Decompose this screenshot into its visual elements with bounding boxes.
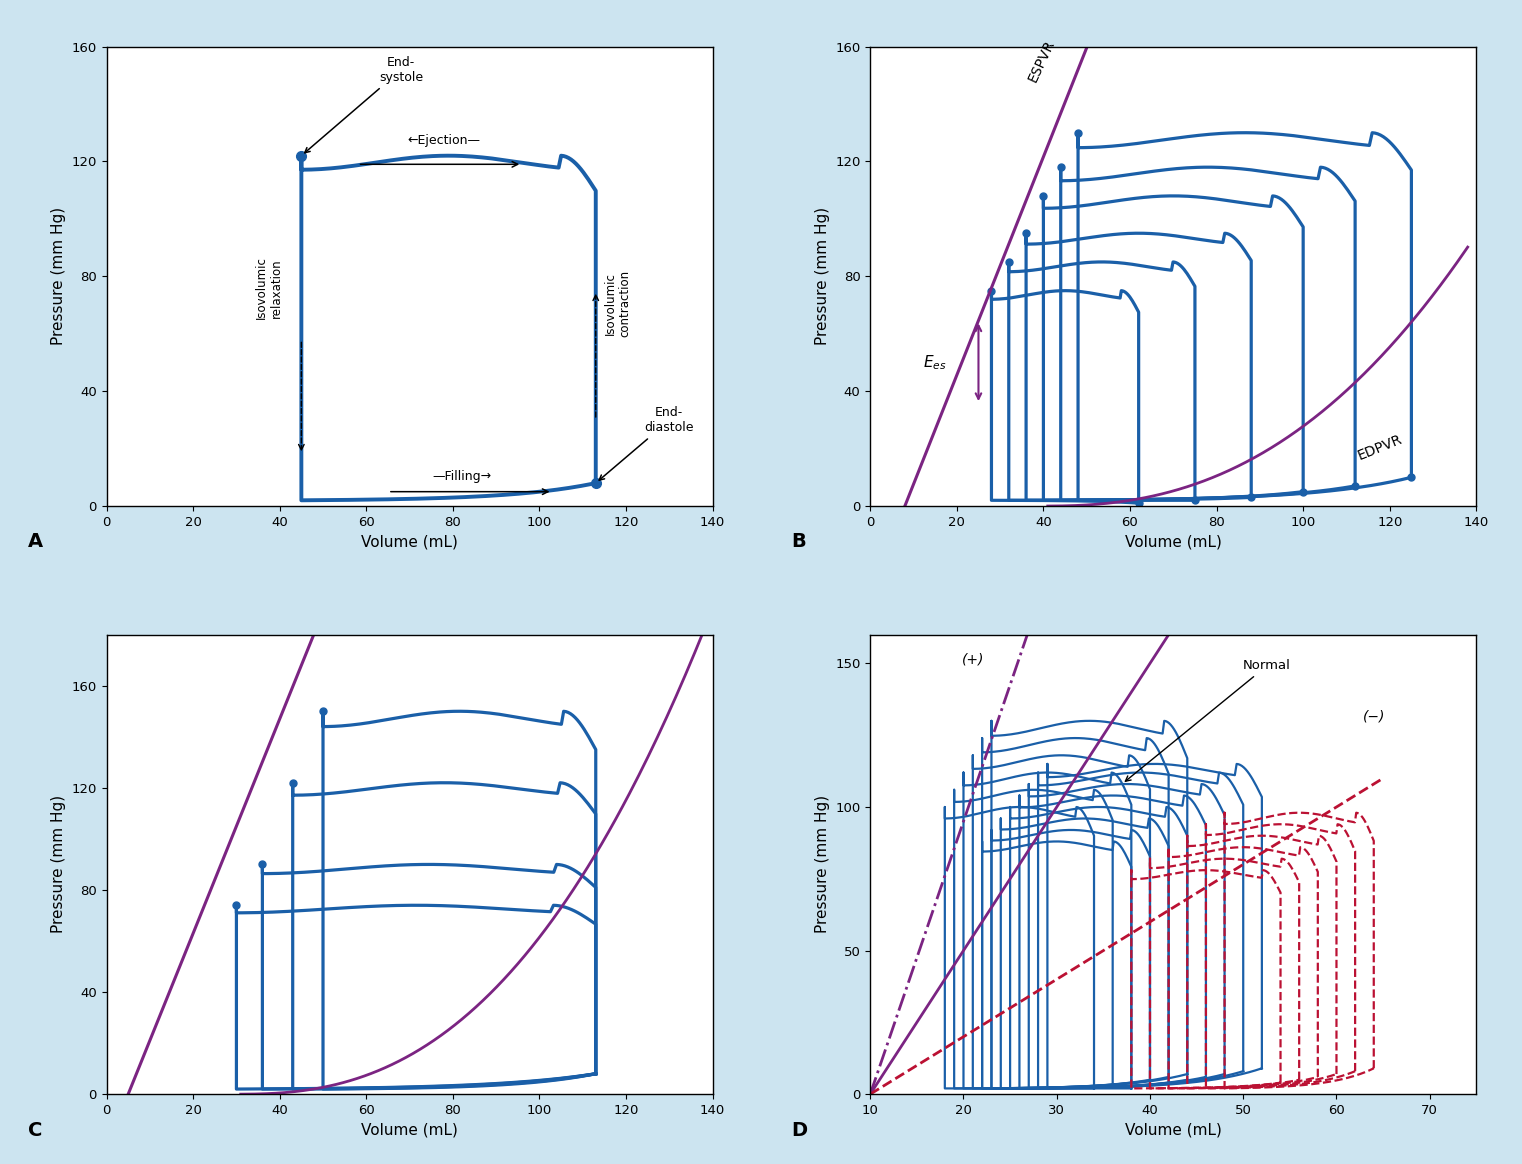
Y-axis label: Pressure (mm Hg): Pressure (mm Hg) [814, 795, 829, 934]
Text: A: A [27, 532, 43, 552]
Text: C: C [27, 1121, 43, 1140]
Text: —Filling→: —Filling→ [432, 470, 492, 483]
Text: End-
diastole: End- diastole [600, 406, 694, 481]
Text: Normal: Normal [1125, 659, 1291, 781]
Text: EDPVR: EDPVR [1355, 433, 1403, 463]
Y-axis label: Pressure (mm Hg): Pressure (mm Hg) [814, 207, 829, 346]
Text: ←Ejection—: ←Ejection— [408, 134, 481, 147]
Text: ESPVR: ESPVR [1026, 37, 1058, 84]
Text: B: B [791, 532, 807, 552]
Text: (−): (−) [1362, 710, 1385, 724]
Text: Isovolumic
contraction: Isovolumic contraction [603, 270, 632, 336]
Y-axis label: Pressure (mm Hg): Pressure (mm Hg) [50, 795, 65, 934]
Text: Isovolumic
relaxation: Isovolumic relaxation [254, 256, 283, 319]
X-axis label: Volume (mL): Volume (mL) [1125, 1122, 1222, 1137]
Text: (+): (+) [962, 652, 985, 667]
X-axis label: Volume (mL): Volume (mL) [361, 1122, 458, 1137]
X-axis label: Volume (mL): Volume (mL) [1125, 534, 1222, 549]
Text: D: D [791, 1121, 808, 1140]
Text: End-
systole: End- systole [304, 56, 423, 152]
Text: $E_{es}$: $E_{es}$ [924, 353, 947, 371]
Y-axis label: Pressure (mm Hg): Pressure (mm Hg) [50, 207, 65, 346]
X-axis label: Volume (mL): Volume (mL) [361, 534, 458, 549]
